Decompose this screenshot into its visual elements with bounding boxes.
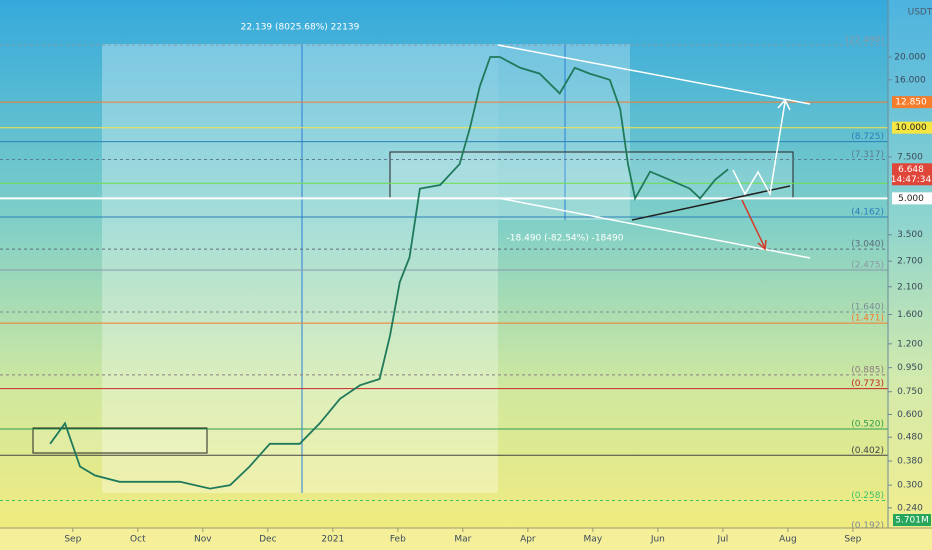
y-tick-label: 0.380: [897, 457, 923, 467]
y-tick-label: 3.500: [897, 230, 923, 240]
projection-arrow: [741, 199, 766, 249]
level-label: (22.490): [845, 36, 884, 46]
price-badge: [892, 121, 932, 134]
level-label: (0.773): [851, 379, 884, 389]
x-tick-label: Sep: [64, 535, 81, 545]
price-label: 10.000: [895, 123, 927, 133]
annotation: 22.139 (8025.68%) 22139: [241, 23, 360, 33]
x-tick-label: Jul: [716, 535, 728, 545]
volume-label: 5.701M: [895, 516, 929, 526]
level-label: (0.192): [851, 521, 884, 531]
x-tick-label: Dec: [259, 535, 276, 545]
volume-badge: [893, 514, 931, 526]
annotation: -18.490 (-82.54%) -18490: [507, 234, 624, 244]
level-label: (0.258): [851, 491, 884, 501]
y-tick-label: 0.300: [897, 481, 923, 491]
y-tick-label: 0.950: [897, 363, 923, 373]
arrow-head: [757, 239, 767, 251]
x-tick-label: Jun: [650, 535, 665, 545]
y-tick-label: 0.480: [897, 433, 923, 443]
level-label: (1.471): [851, 314, 884, 324]
level-label: (0.520): [851, 420, 884, 430]
y-tick-label: 0.750: [897, 387, 923, 397]
countdown: 14:47:34: [891, 175, 932, 185]
y-tick-label: 1.600: [897, 310, 923, 320]
x-tick-label: Mar: [454, 535, 471, 545]
x-tick-label: Apr: [520, 535, 536, 545]
y-tick-label: 1.200: [897, 339, 923, 349]
x-tick-label: Nov: [194, 535, 212, 545]
level-label: (7.317): [851, 150, 884, 160]
y-tick-label: 2.100: [897, 282, 923, 292]
channel-line: [497, 197, 811, 259]
price-badge: [892, 192, 932, 205]
level-label: (0.885): [851, 365, 884, 375]
measure-area: [498, 44, 630, 220]
x-tick-label: Feb: [390, 535, 406, 545]
price-line: [49, 56, 729, 490]
price-label: 6.648: [898, 165, 924, 175]
price-badge: [892, 163, 932, 186]
trend-line: [631, 185, 791, 221]
arrow-head: [777, 98, 791, 111]
price-label: 12.850: [895, 98, 927, 108]
price-label: 5.000: [898, 194, 924, 204]
y-tick-label: 0.600: [897, 410, 923, 420]
x-tick-label: Sep: [844, 535, 861, 545]
channel-line: [497, 44, 811, 105]
price-axis: [888, 0, 932, 528]
level-label: (2.475): [851, 261, 884, 271]
currency: USDT: [908, 8, 932, 18]
y-tick-label: 7.500: [897, 153, 923, 163]
level-label: (4.162): [851, 208, 884, 218]
range-box: [389, 151, 794, 199]
y-tick-label: 2.700: [897, 257, 923, 267]
price-badge: [892, 96, 932, 109]
x-tick-label: May: [584, 535, 603, 545]
y-tick-label: 16.000: [894, 75, 926, 85]
x-tick-label: Oct: [130, 535, 146, 545]
level-label: (8.725): [851, 132, 884, 142]
y-tick-label: 20.000: [894, 53, 926, 63]
time-axis: [0, 528, 932, 550]
x-tick-label: 2021: [321, 535, 344, 545]
level-label: (1.640): [851, 302, 884, 312]
range-box: [32, 427, 208, 454]
projection-arrow: [732, 101, 786, 197]
level-label: (3.040): [851, 240, 884, 250]
level-label: (0.402): [851, 446, 884, 456]
measure-area: [102, 44, 498, 493]
x-tick-label: Aug: [779, 535, 797, 545]
y-tick-label: 0.240: [897, 503, 923, 513]
